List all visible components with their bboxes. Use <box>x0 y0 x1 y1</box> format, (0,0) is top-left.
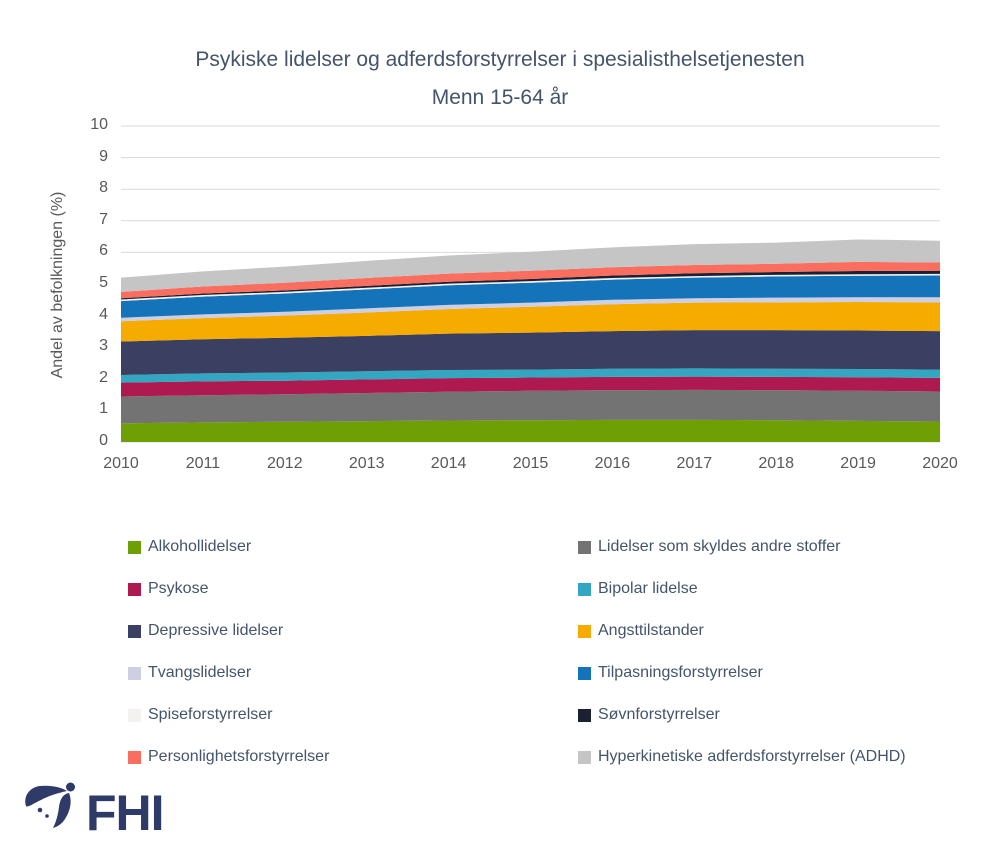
legend-label: Søvnforstyrrelser <box>598 706 720 723</box>
legend-swatch-icon <box>578 582 591 596</box>
x-tick-label: 2015 <box>512 455 549 472</box>
legend-item-s-vnforstyrrelser: Søvnforstyrrelser <box>578 705 988 725</box>
legend-label: Psykose <box>148 580 209 597</box>
fhi-logo: FHI <box>18 778 165 841</box>
legend-swatch-icon <box>128 540 141 554</box>
area-psykose <box>121 376 940 397</box>
legend-swatch-icon <box>128 750 141 764</box>
area-angsttilstander <box>121 302 940 342</box>
legend-item-depressive-lidelser: Depressive lidelser <box>128 621 578 641</box>
legend-label: Angsttilstander <box>598 622 704 639</box>
legend-item-psykose: Psykose <box>128 579 578 599</box>
stacked-area-chart <box>121 125 940 443</box>
chart-title: Psykiske lidelser og adferdsforstyrrelse… <box>195 48 805 71</box>
area-s-vnforstyrrelser <box>121 270 940 300</box>
x-tick-label: 2017 <box>676 455 713 472</box>
legend-label: Tvangslidelser <box>148 664 252 681</box>
x-tick-label: 2016 <box>594 455 631 472</box>
legend-item-angsttilstander: Angsttilstander <box>578 621 988 641</box>
legend-item-tvangslidelser: Tvangslidelser <box>128 663 578 683</box>
legend-item-tilpasningsforstyrrelser: Tilpasningsforstyrrelser <box>578 663 988 683</box>
area-alkohollidelser <box>121 419 940 442</box>
legend-item-alkohollidelser: Alkohollidelser <box>128 537 578 557</box>
legend-item-spiseforstyrrelser: Spiseforstyrrelser <box>128 705 578 725</box>
legend-swatch-icon <box>128 582 141 596</box>
y-tick-label: 5 <box>99 274 108 291</box>
y-tick-label: 2 <box>99 368 108 386</box>
y-tick-label: 6 <box>99 242 108 260</box>
x-tick-label: 2020 <box>922 455 958 472</box>
y-tick-label: 10 <box>90 116 108 133</box>
x-tick-label: 2010 <box>103 455 139 472</box>
legend-swatch-icon <box>578 666 591 680</box>
fhi-logo-icon <box>25 782 75 828</box>
fhi-logo-text: FHI <box>86 785 165 841</box>
y-tick-label: 0 <box>99 432 108 449</box>
x-tick-label: 2014 <box>430 455 467 472</box>
legend-label: Depressive lidelser <box>148 622 284 639</box>
legend-swatch-icon <box>128 708 141 722</box>
legend-label: Spiseforstyrrelser <box>148 706 273 723</box>
legend-label: Lidelser som skyldes andre stoffer <box>598 538 841 555</box>
x-tick-label: 2013 <box>348 455 385 472</box>
x-tick-label: 2011 <box>185 455 221 472</box>
legend-item-hyperkinetiske-adferdsforstyrrelser-adhd: Hyperkinetiske adferdsforstyrrelser (ADH… <box>578 747 988 767</box>
legend-item-personlighetsforstyrrelser: Personlighetsforstyrrelser <box>128 747 578 767</box>
area-tilpasningsforstyrrelser <box>121 275 940 318</box>
legend-swatch-icon <box>578 540 591 554</box>
legend-swatch-icon <box>578 708 591 722</box>
y-tick-label: 1 <box>99 400 108 418</box>
legend-swatch-icon <box>578 624 591 638</box>
chart-subtitle: Menn 15-64 år <box>431 86 569 109</box>
y-tick-label: 7 <box>99 210 108 228</box>
legend-swatch-icon <box>128 624 141 638</box>
y-tick-label: 4 <box>99 305 108 323</box>
legend-label: Hyperkinetiske adferdsforstyrrelser (ADH… <box>598 748 906 765</box>
area-tvangslidelser <box>121 297 940 322</box>
y-tick-label: 8 <box>99 179 108 197</box>
y-tick-label: 9 <box>99 147 108 165</box>
legend-swatch-icon <box>128 666 141 680</box>
legend-label: Alkohollidelser <box>148 538 252 555</box>
legend-label: Bipolar lidelse <box>598 580 698 597</box>
area-depressive-lidelser <box>121 330 940 376</box>
chart-legend: Alkohollidelser Lidelser som skyldes andr… <box>128 537 988 767</box>
x-tick-label: 2012 <box>267 455 303 472</box>
area-bipolar-lidelse <box>121 368 940 383</box>
x-tick-label: 2019 <box>840 455 876 472</box>
legend-label: Tilpasningsforstyrrelser <box>598 664 763 681</box>
legend-swatch-icon <box>578 750 591 764</box>
y-tick-label: 3 <box>99 337 108 355</box>
area-lidelser-som-skyldes-andre-stoffer <box>121 389 940 424</box>
area-personlighetsforstyrrelser <box>121 261 940 299</box>
legend-item-bipolar-lidelse: Bipolar lidelse <box>578 579 988 599</box>
area-hyperkinetiske-adferdsforstyrrelser-adhd <box>121 239 940 292</box>
legend-label: Personlighetsforstyrrelser <box>148 748 330 765</box>
x-tick-label: 2018 <box>758 455 794 472</box>
legend-item-lidelser-som-skyldes-andre-stoffer: Lidelser som skyldes andre stoffer <box>578 537 988 557</box>
